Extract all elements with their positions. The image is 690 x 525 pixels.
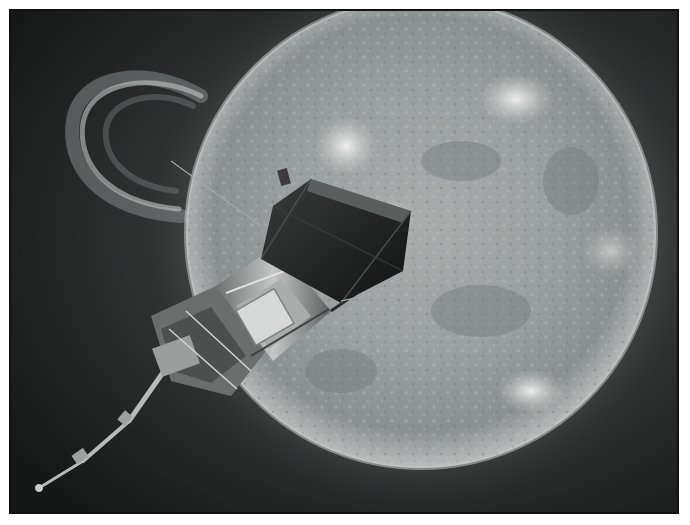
sun-disk (184, 11, 658, 470)
space-scene (11, 11, 677, 512)
spacecraft-body (216, 246, 331, 361)
dark-regions (305, 141, 599, 393)
heat-shield (260, 178, 412, 304)
photo-frame (9, 9, 679, 514)
spacecraft-lower-bus (151, 286, 266, 396)
solar-prominence (65, 70, 208, 223)
top-antenna (277, 167, 291, 187)
whip-antennas (170, 160, 412, 302)
spacecraft (35, 160, 412, 492)
